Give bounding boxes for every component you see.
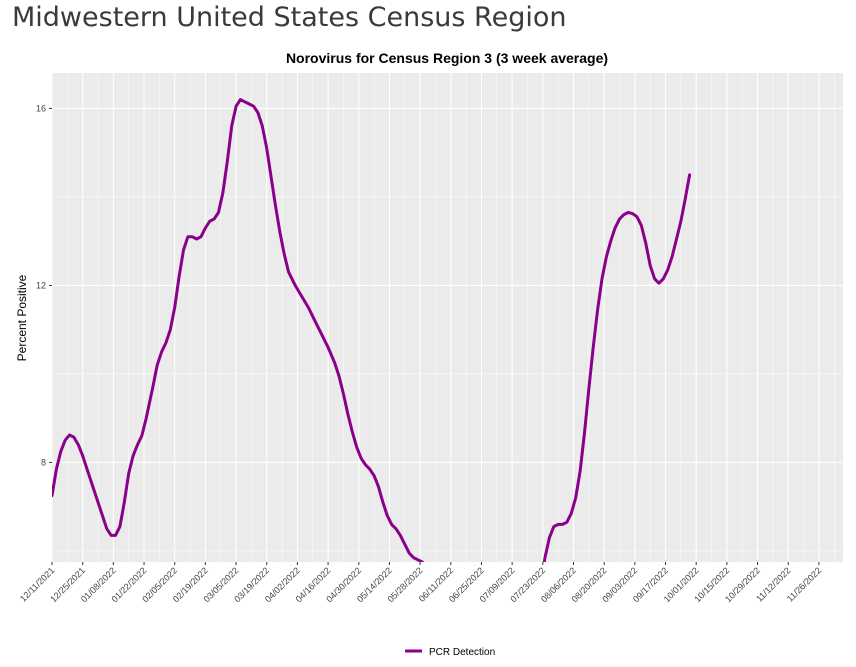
y-axis: 8 12 16 xyxy=(36,103,52,467)
series-layer xyxy=(52,98,692,562)
y-tick-label: 12 xyxy=(36,280,46,290)
x-axis: 12/11/202112/25/202101/08/202201/22/2022… xyxy=(18,562,823,604)
grid-lines xyxy=(51,73,843,562)
plot-panel xyxy=(52,73,843,562)
y-tick-label: 8 xyxy=(41,457,46,467)
page-heading: Midwestern United States Census Region xyxy=(12,2,567,33)
legend-label-pcr-detection: PCR Detection xyxy=(429,647,495,658)
legend: PCR Detection xyxy=(405,647,495,658)
y-tick-label: 16 xyxy=(36,103,46,113)
series-line-pcr-detection xyxy=(52,98,692,562)
chart-title: Norovirus for Census Region 3 (3 week av… xyxy=(286,50,608,66)
y-axis-label: Percent Positive xyxy=(15,274,29,361)
